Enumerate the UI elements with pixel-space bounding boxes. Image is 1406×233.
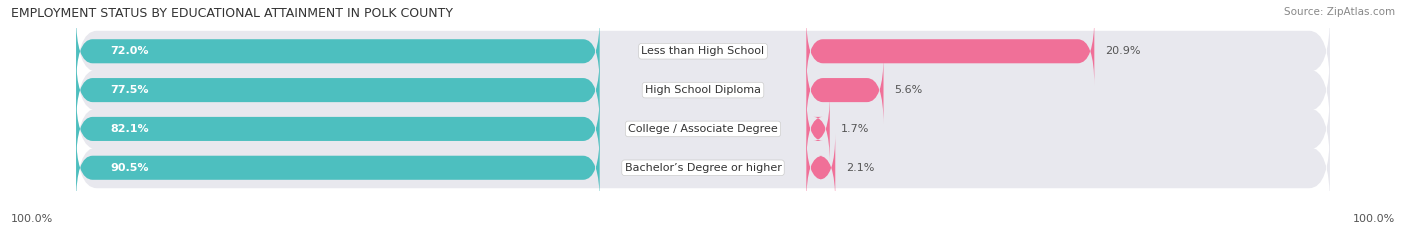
Text: 20.9%: 20.9% bbox=[1105, 46, 1140, 56]
Text: 1.7%: 1.7% bbox=[841, 124, 869, 134]
Text: 77.5%: 77.5% bbox=[111, 85, 149, 95]
Text: Less than High School: Less than High School bbox=[641, 46, 765, 56]
Text: 5.6%: 5.6% bbox=[894, 85, 922, 95]
FancyBboxPatch shape bbox=[76, 91, 1330, 167]
FancyBboxPatch shape bbox=[807, 133, 835, 202]
FancyBboxPatch shape bbox=[76, 130, 1330, 206]
Text: EMPLOYMENT STATUS BY EDUCATIONAL ATTAINMENT IN POLK COUNTY: EMPLOYMENT STATUS BY EDUCATIONAL ATTAINM… bbox=[11, 7, 453, 20]
Text: 2.1%: 2.1% bbox=[846, 163, 875, 173]
Text: Source: ZipAtlas.com: Source: ZipAtlas.com bbox=[1284, 7, 1395, 17]
FancyBboxPatch shape bbox=[807, 55, 883, 125]
Text: Bachelor’s Degree or higher: Bachelor’s Degree or higher bbox=[624, 163, 782, 173]
FancyBboxPatch shape bbox=[76, 133, 599, 202]
FancyBboxPatch shape bbox=[76, 52, 1330, 128]
FancyBboxPatch shape bbox=[76, 55, 599, 125]
FancyBboxPatch shape bbox=[76, 17, 599, 86]
Text: 100.0%: 100.0% bbox=[11, 214, 53, 224]
FancyBboxPatch shape bbox=[76, 94, 599, 164]
Text: 72.0%: 72.0% bbox=[111, 46, 149, 56]
FancyBboxPatch shape bbox=[807, 17, 1094, 86]
Text: High School Diploma: High School Diploma bbox=[645, 85, 761, 95]
Text: 90.5%: 90.5% bbox=[111, 163, 149, 173]
Text: 100.0%: 100.0% bbox=[1353, 214, 1395, 224]
Text: College / Associate Degree: College / Associate Degree bbox=[628, 124, 778, 134]
FancyBboxPatch shape bbox=[76, 14, 1330, 89]
Text: 82.1%: 82.1% bbox=[111, 124, 149, 134]
FancyBboxPatch shape bbox=[807, 94, 830, 164]
